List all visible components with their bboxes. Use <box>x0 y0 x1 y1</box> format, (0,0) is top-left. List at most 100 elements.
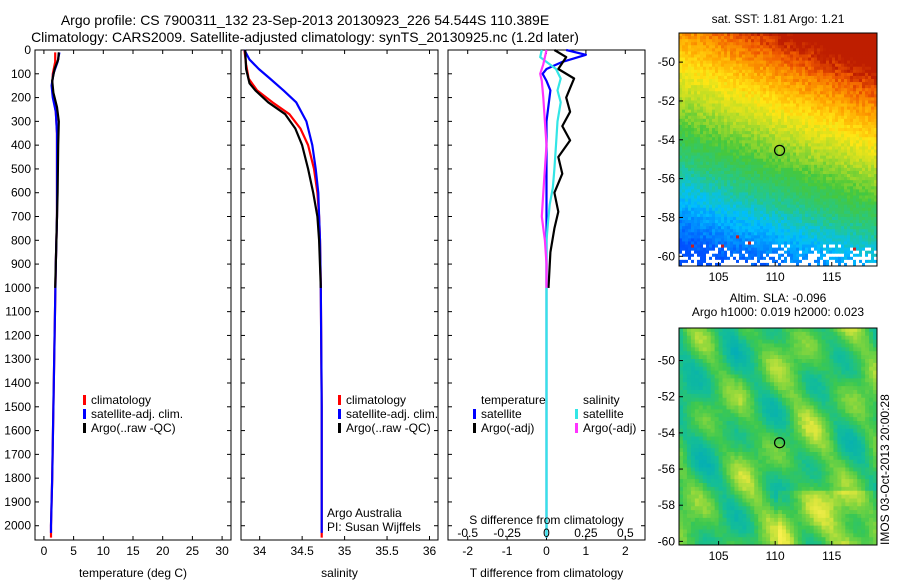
map-cell <box>853 51 857 55</box>
map-cell <box>757 100 761 104</box>
map-cell <box>739 75 743 80</box>
map-cell <box>817 183 821 187</box>
map-cell <box>781 167 785 172</box>
map-cell <box>844 88 848 92</box>
map-cell <box>742 180 746 184</box>
map-cell <box>745 164 749 169</box>
map-cell <box>841 161 845 166</box>
map-cell <box>742 60 746 65</box>
map-cell <box>688 75 692 80</box>
map-cell <box>856 247 860 252</box>
map-cell <box>838 124 842 129</box>
map-cell <box>859 66 863 71</box>
map-cell <box>796 85 800 89</box>
map-cell <box>853 226 857 230</box>
map-cell <box>757 195 761 199</box>
map-cell <box>769 232 773 236</box>
map-cell <box>778 57 782 61</box>
map-cell <box>685 229 689 233</box>
map-cell <box>823 207 827 212</box>
map-cell <box>757 167 761 172</box>
map-cell <box>844 241 848 245</box>
map-cell <box>844 106 848 111</box>
map-cell <box>856 69 860 74</box>
map-cell <box>778 226 782 230</box>
map-cell <box>754 244 758 249</box>
map-cell <box>862 45 866 49</box>
map-cell <box>724 180 728 184</box>
map-cell <box>766 201 770 206</box>
map-cell <box>700 103 704 107</box>
map-cell <box>772 186 776 190</box>
map-cell <box>820 198 824 203</box>
map-cell <box>850 100 854 104</box>
legend-label: Argo(-adj) <box>583 421 636 435</box>
map-cell <box>865 63 869 68</box>
map-cell <box>706 250 710 255</box>
map-cell <box>679 69 683 74</box>
map-cell <box>784 112 788 117</box>
map-cell <box>712 183 716 187</box>
map-cell <box>838 82 842 86</box>
map-cell <box>796 201 800 206</box>
map-cell <box>772 204 776 209</box>
map-cell <box>847 198 851 203</box>
map-cell <box>835 60 839 65</box>
map-cell <box>832 72 836 77</box>
map-cell <box>721 235 725 239</box>
map-cell <box>802 244 806 249</box>
map-cell <box>859 36 863 40</box>
map-cell <box>736 103 740 107</box>
map-cell <box>742 39 746 43</box>
map-cell <box>823 106 827 111</box>
map-cell <box>706 223 710 227</box>
map-cell <box>856 94 860 98</box>
map-cell <box>799 192 803 196</box>
map-cell <box>847 72 851 77</box>
map-cell <box>682 106 686 111</box>
map-cell <box>712 149 716 153</box>
map-cell <box>760 164 764 169</box>
map-cell <box>745 195 749 199</box>
map-cell <box>691 189 695 193</box>
map-cell <box>679 161 683 166</box>
map-cell <box>805 48 809 52</box>
map-cell <box>847 238 851 242</box>
map-cell <box>853 134 857 138</box>
map-cell <box>712 45 716 49</box>
map-cell <box>766 143 770 147</box>
map-cell <box>853 223 857 227</box>
map-cell <box>811 220 815 224</box>
map-cell <box>814 192 818 196</box>
map-cell <box>778 155 782 160</box>
map-cell <box>727 180 731 184</box>
map-cell <box>745 82 749 86</box>
map-cell <box>835 78 839 83</box>
map-cell <box>859 170 863 175</box>
map-cell <box>706 121 710 126</box>
map-cell <box>820 69 824 74</box>
map-cell <box>751 124 755 129</box>
map-cell <box>715 149 719 153</box>
map-cell <box>775 134 779 138</box>
map-cell <box>865 66 869 71</box>
map-cell <box>844 66 848 71</box>
map-cell <box>730 118 734 123</box>
map-cell <box>745 115 749 120</box>
map-cell <box>784 216 788 221</box>
map-cell <box>802 192 806 196</box>
map-cell <box>697 192 701 196</box>
map-cell <box>823 115 827 120</box>
map-cell <box>868 137 872 141</box>
map-cell <box>778 229 782 233</box>
map-cell <box>718 235 722 239</box>
map-cell <box>751 216 755 221</box>
map-cell <box>841 75 845 80</box>
map-cell <box>856 128 860 132</box>
map-cell <box>754 51 758 55</box>
map-cell <box>838 97 842 101</box>
map-cell <box>724 226 728 230</box>
map-cell <box>745 57 749 61</box>
map-cell <box>721 36 725 40</box>
map-cell <box>727 220 731 224</box>
